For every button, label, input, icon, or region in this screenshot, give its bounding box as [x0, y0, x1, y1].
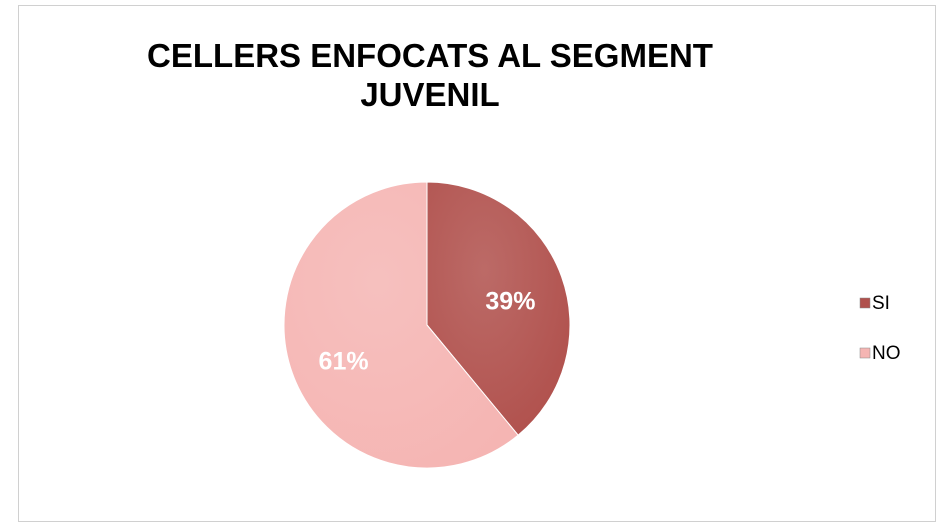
data-label: 39% [485, 288, 535, 316]
data-label: 61% [319, 348, 369, 376]
legend-label: NO [872, 343, 901, 364]
legend-swatch [859, 297, 871, 309]
pie-slice [426, 181, 571, 436]
legend-label: SI [872, 293, 890, 314]
chart-title: CELLERS ENFOCATS AL SEGMENT JUVENIL [147, 37, 713, 113]
legend-swatch [859, 347, 871, 359]
pie-slice [283, 181, 519, 469]
